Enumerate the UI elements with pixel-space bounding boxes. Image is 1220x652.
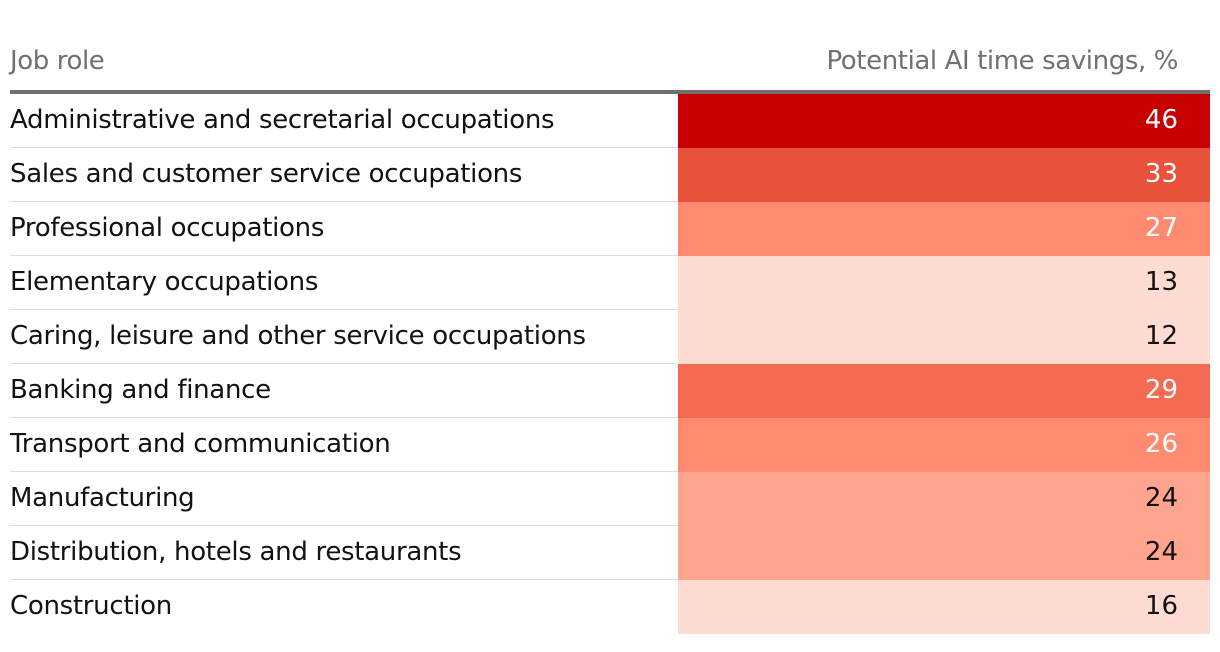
column-header-savings: Potential AI time savings, % (826, 46, 1178, 76)
column-header-job-role: Job role (10, 46, 105, 76)
table-row: Professional occupations 27 (10, 202, 1210, 256)
job-role-label: Sales and customer service occupations (10, 159, 523, 189)
job-role-label: Caring, leisure and other service occupa… (10, 321, 586, 351)
savings-value: 27 (1144, 213, 1178, 243)
job-role-label: Manufacturing (10, 483, 195, 513)
savings-heat-cell: 27 (678, 202, 1210, 256)
savings-value: 26 (1144, 429, 1178, 459)
job-role-label: Construction (10, 591, 172, 621)
job-role-label: Distribution, hotels and restaurants (10, 537, 462, 567)
job-role-label: Transport and communication (10, 429, 391, 459)
savings-value: 24 (1144, 537, 1178, 567)
savings-value: 46 (1144, 105, 1178, 135)
job-role-label: Professional occupations (10, 213, 325, 243)
savings-heat-cell: 29 (678, 364, 1210, 418)
job-role-label: Administrative and secretarial occupatio… (10, 105, 555, 135)
savings-value: 16 (1144, 591, 1178, 621)
savings-heat-cell: 24 (678, 472, 1210, 526)
table-row: Manufacturing 24 (10, 472, 1210, 526)
savings-heat-cell: 13 (678, 256, 1210, 310)
table-row: Construction 16 (10, 580, 1210, 634)
table-row: Banking and finance 29 (10, 364, 1210, 418)
table-row: Sales and customer service occupations 33 (10, 148, 1210, 202)
savings-heat-cell: 12 (678, 310, 1210, 364)
table-row: Distribution, hotels and restaurants 24 (10, 526, 1210, 580)
table-row: Administrative and secretarial occupatio… (10, 94, 1210, 148)
savings-value: 13 (1144, 267, 1178, 297)
savings-heat-cell: 46 (678, 94, 1210, 148)
savings-heat-cell: 33 (678, 148, 1210, 202)
table-row: Transport and communication 26 (10, 418, 1210, 472)
table-header: Job role Potential AI time savings, % (10, 0, 1210, 94)
table-body: Administrative and secretarial occupatio… (10, 94, 1210, 634)
savings-value: 24 (1144, 483, 1178, 513)
savings-heat-cell: 26 (678, 418, 1210, 472)
savings-heat-cell: 16 (678, 580, 1210, 634)
table-row: Elementary occupations 13 (10, 256, 1210, 310)
savings-value: 12 (1144, 321, 1178, 351)
savings-heat-cell: 24 (678, 526, 1210, 580)
job-role-label: Banking and finance (10, 375, 271, 405)
savings-table: Job role Potential AI time savings, % Ad… (10, 0, 1210, 634)
job-role-label: Elementary occupations (10, 267, 319, 297)
table-row: Caring, leisure and other service occupa… (10, 310, 1210, 364)
savings-value: 33 (1144, 159, 1178, 189)
savings-value: 29 (1144, 375, 1178, 405)
